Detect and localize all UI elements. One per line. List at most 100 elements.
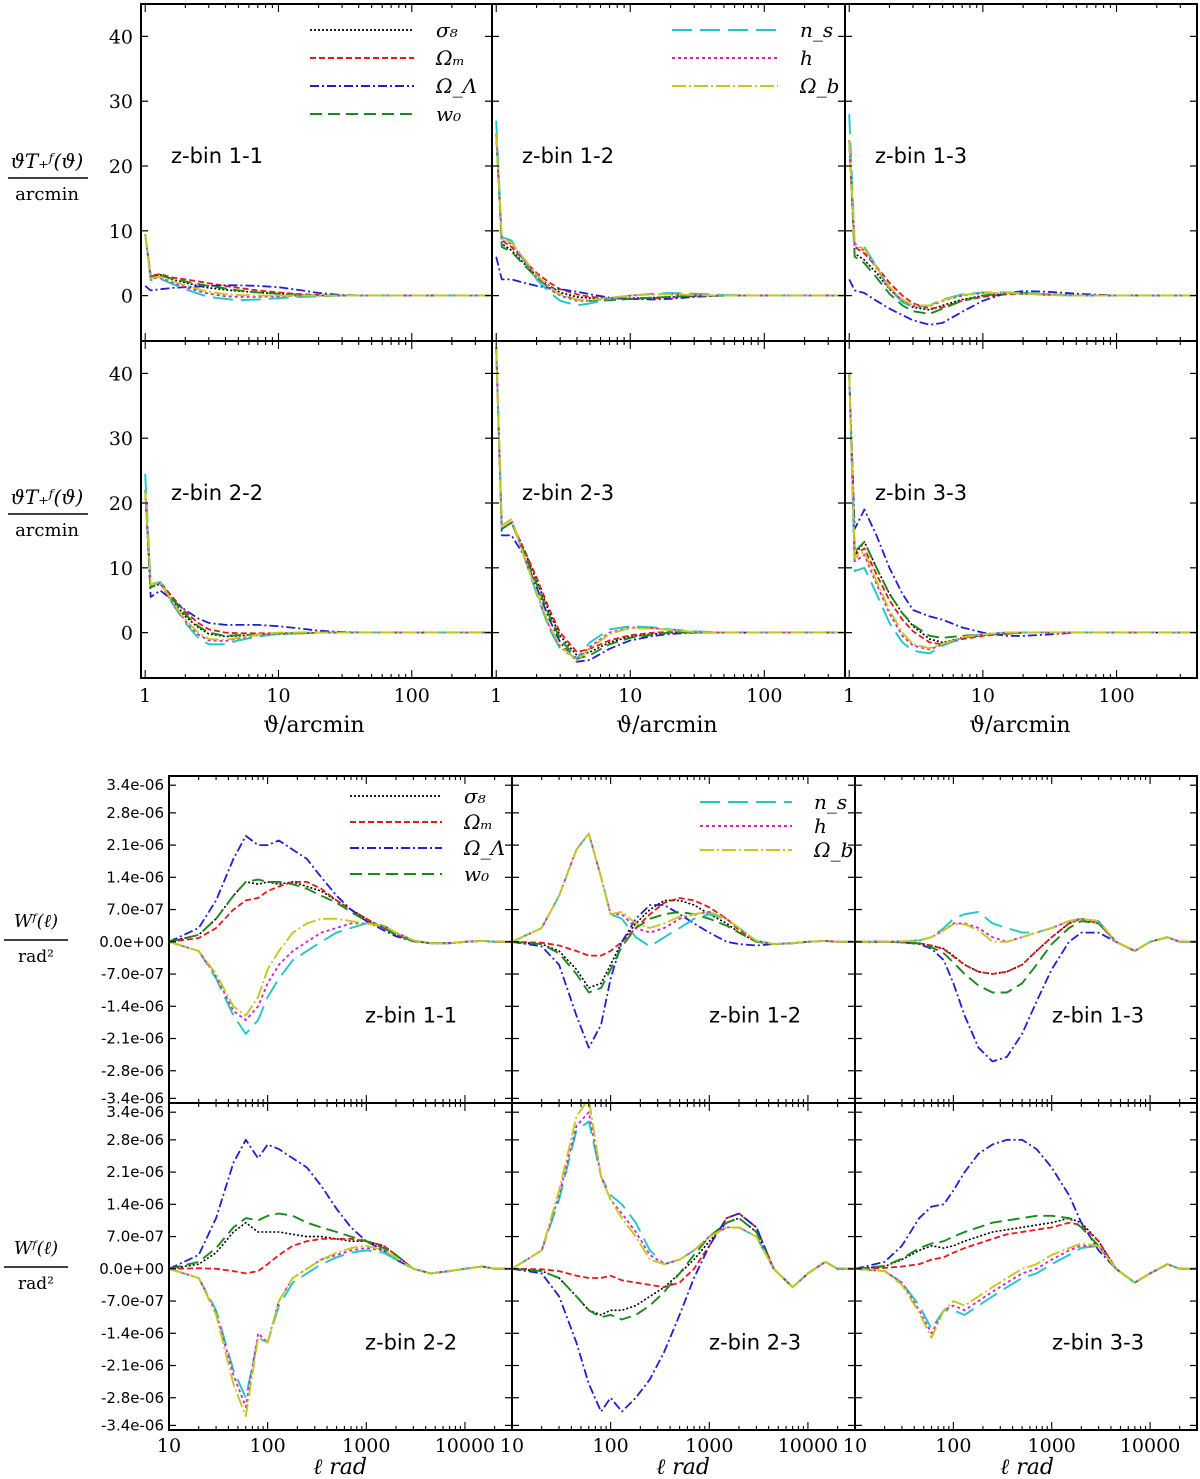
top-xtick-label: 1 <box>843 685 855 707</box>
bottom-ytick-label: -7.0e-07 <box>101 965 164 983</box>
top-series-line-w0 <box>848 373 1197 639</box>
top-xtick-label: 100 <box>746 685 782 707</box>
bottom-panel-label: z-bin 1-3 <box>1052 1003 1144 1027</box>
bottom-xtick-label: 10000 <box>435 1435 495 1457</box>
bottom-series-line-omega-lambda <box>169 1138 512 1275</box>
top-series-line-w0 <box>495 347 845 660</box>
top-ytick-label: 40 <box>109 26 133 48</box>
top-series-line-omega-m <box>848 373 1197 646</box>
top-legend-entry-w0: w₀ <box>310 102 461 126</box>
bottom-ytick-label: 1.4e-06 <box>106 1195 164 1213</box>
legend-label: h <box>814 814 827 838</box>
bottom-ytick-label: -2.8e-06 <box>101 1389 164 1407</box>
bottom-ytick-label: -1.4e-06 <box>101 997 164 1015</box>
bottom-series-line-omega-lambda <box>855 1138 1197 1284</box>
bottom-ylabel-row1: Wᶠ(ℓ) rad² <box>4 911 68 967</box>
bottom-series-line-sigma8 <box>855 918 1197 975</box>
top-panel: z-bin 2-3 1 10 100 <box>490 340 846 707</box>
top-panel-label: z-bin 2-3 <box>522 481 614 505</box>
top-panel-frame <box>491 3 846 342</box>
bottom-panel-label: z-bin 1-1 <box>365 1003 457 1027</box>
top-panel: z-bin 2-2 0 10 20 30 40 1 10 100 <box>109 340 493 707</box>
top-series-line-h <box>144 490 492 642</box>
bottom-series-line-h <box>169 922 512 1021</box>
bottom-series-line-omega-b <box>169 917 512 1017</box>
bottom-ytick-label: -2.8e-06 <box>101 1062 164 1080</box>
top-panel-label: z-bin 1-1 <box>171 144 263 168</box>
legend-label: Ω_Λ <box>435 74 477 98</box>
bottom-ytick-label: -2.1e-06 <box>101 1030 164 1048</box>
top-legend: σ₈ Ωₘ Ω_Λ w₀ n_sh Ω_b <box>310 18 839 126</box>
bottom-panel-frame <box>511 1102 856 1431</box>
bottom-series-line-h <box>169 1247 512 1408</box>
bottom-series-line-omega-m <box>855 917 1197 975</box>
bottom-series-line-n-s <box>855 1244 1197 1330</box>
bottom-xtick-label: 10000 <box>1120 1435 1180 1457</box>
bottom-xtick-label: 10 <box>843 1435 867 1457</box>
bottom-xlabel-col1: ℓ rad <box>313 1455 367 1479</box>
top-xtick-label: 10 <box>618 685 642 707</box>
top-series-line-h <box>144 233 492 298</box>
top-xtick-label: 1 <box>139 685 151 707</box>
top-series-line-omega-b <box>848 140 1197 307</box>
bottom-series-line-sigma8 <box>512 1217 855 1316</box>
bottom-panel-frame <box>168 1102 513 1431</box>
top-xtick-label: 10 <box>971 685 995 707</box>
bottom-legend-entry-omega-m: Ωₘ <box>350 810 493 834</box>
bottom-xtick-label: 1000 <box>1028 1435 1076 1457</box>
bottom-series-line-w0 <box>512 910 855 994</box>
bottom-series-line-w0 <box>169 878 512 945</box>
bottom-xlabel-col2: ℓ rad <box>656 1455 710 1479</box>
bottom-panel: z-bin 3-3 10 100 1000 10000 <box>843 1102 1198 1457</box>
bottom-series-line-h <box>855 917 1197 952</box>
top-series-line-sigma8 <box>144 490 492 638</box>
top-legend-entry-n-s: n_s <box>672 18 833 42</box>
top-series-line-n-s <box>144 233 492 302</box>
bottom-ylabel-row2: Wᶠ(ℓ) rad² <box>4 1238 68 1294</box>
top-ylabel-den: arcmin <box>15 184 79 205</box>
legend-label: w₀ <box>464 862 489 886</box>
bottom-ytick-label: -3.4e-06 <box>101 1089 164 1107</box>
bottom-panel-frame <box>854 775 1198 1104</box>
top-ylabel-num: ϑT₊ᶠ(ϑ) <box>11 485 84 509</box>
bottom-series-line-w0 <box>169 1212 512 1275</box>
bottom-series-line-omega-b <box>855 1242 1197 1339</box>
bottom-ytick-label: -7.0e-07 <box>101 1292 164 1310</box>
bottom-legend-entry-omega-lambda: Ω_Λ <box>350 836 505 860</box>
bottom-ytick-label: 2.1e-06 <box>106 1163 164 1181</box>
bottom-panel: z-bin 2-2 -3.4e-06 -2.8e-06 -2.1e-06 -1.4e-0… <box>99 1102 513 1457</box>
bottom-legend-entry-omega-b: Ω_b <box>700 838 853 862</box>
top-legend-entry-omega-b: Ω_b <box>672 74 839 98</box>
bottom-ytick-label: 3.4e-06 <box>106 1103 164 1121</box>
bottom-xtick-label: 100 <box>593 1435 629 1457</box>
top-series-line-n-s <box>144 473 492 646</box>
bottom-ytick-label: 2.8e-06 <box>106 804 164 822</box>
bottom-series-line-h <box>512 1111 855 1289</box>
bottom-series-line-n-s <box>512 832 855 948</box>
bottom-series-line-omega-m <box>512 897 855 957</box>
bottom-panel: z-bin 1-1 -3.4e-06 -2.8e-06 -2.1e-06 -1.4e-0… <box>99 775 513 1107</box>
legend-label: w₀ <box>436 102 461 126</box>
bottom-ytick-label: 3.4e-06 <box>106 776 164 794</box>
bottom-xtick-label: 1000 <box>685 1435 733 1457</box>
bottom-series-line-omega-lambda <box>512 1212 855 1413</box>
top-series-line-omega-b <box>144 233 492 297</box>
bottom-ytick-label: 0.0e+00 <box>99 933 164 951</box>
top-ytick-label: 40 <box>109 363 133 385</box>
top-series-line-omega-lambda <box>144 284 492 297</box>
bottom-legend-entry-h: h <box>700 814 827 838</box>
bottom-series-line-sigma8 <box>855 1217 1197 1284</box>
top-legend-entry-sigma8: σ₈ <box>310 18 458 42</box>
bottom-panel-label: z-bin 1-2 <box>709 1003 801 1027</box>
top-ytick-label: 20 <box>109 156 133 178</box>
bottom-panel-label: z-bin 2-2 <box>365 1330 457 1354</box>
top-ytick-label: 10 <box>109 221 133 243</box>
top-ylabel-row2: ϑT₊ᶠ(ϑ) arcmin <box>8 485 88 541</box>
top-panel-label: z-bin 2-2 <box>171 481 263 505</box>
top-panel: z-bin 1-1 0 10 20 30 40 <box>109 3 493 342</box>
top-series-line-w0 <box>144 490 492 637</box>
top-panel: z-bin 3-3 1 10 100 <box>843 340 1198 707</box>
bottom-series-line-sigma8 <box>169 1221 512 1275</box>
